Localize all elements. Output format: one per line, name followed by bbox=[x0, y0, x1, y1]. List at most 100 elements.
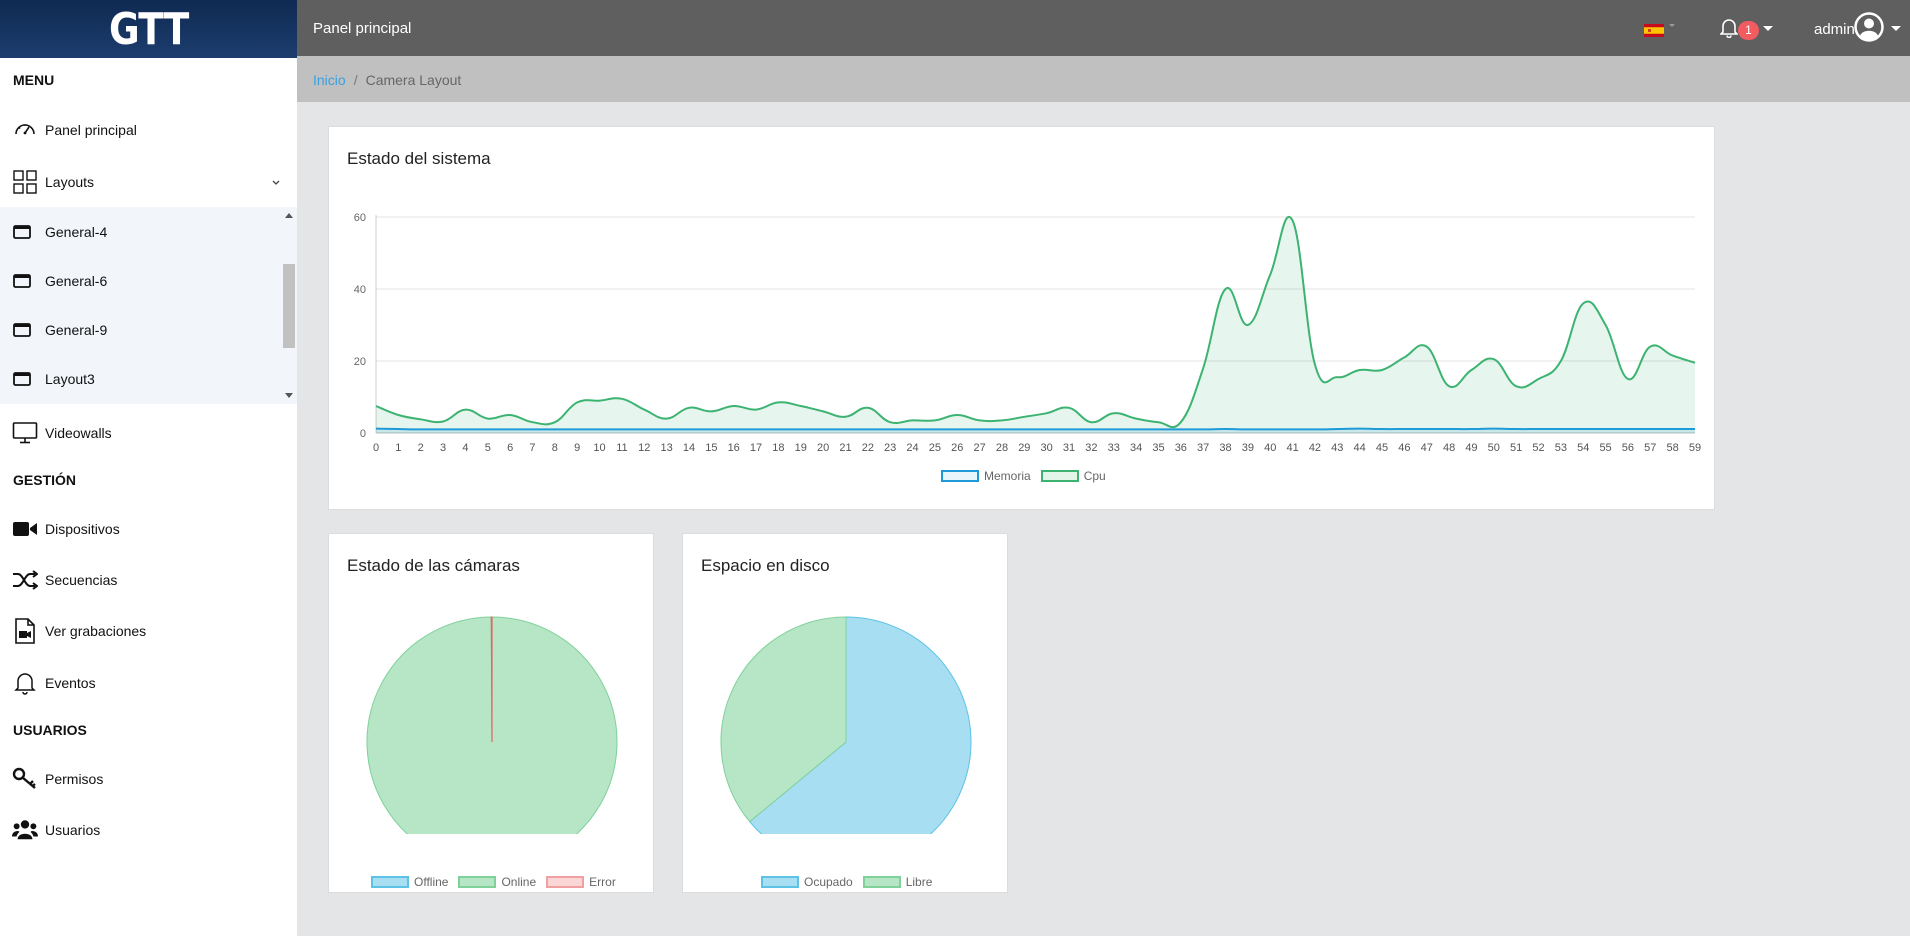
breadcrumb-bar: Inicio / Camera Layout bbox=[297, 56, 1910, 102]
legend-swatch bbox=[458, 876, 497, 888]
x-tick-label: 27 bbox=[973, 442, 985, 454]
notifications-caret-icon[interactable] bbox=[1763, 26, 1773, 31]
scroll-down-arrow[interactable] bbox=[285, 393, 293, 398]
monitor-icon bbox=[12, 420, 38, 446]
logo[interactable]: GTT bbox=[0, 0, 297, 58]
x-tick-label: 37 bbox=[1197, 442, 1209, 454]
submenu-item[interactable]: General-4 bbox=[0, 212, 280, 252]
x-tick-label: 38 bbox=[1219, 442, 1231, 454]
x-tick-label: 40 bbox=[1264, 442, 1276, 454]
x-tick-label: 9 bbox=[574, 442, 580, 454]
x-tick-label: 49 bbox=[1465, 442, 1477, 454]
legend-swatch bbox=[761, 876, 799, 888]
section-menu: MENU bbox=[13, 72, 55, 88]
sidebar-item-videowalls[interactable]: Videowalls bbox=[0, 413, 297, 453]
top-bar: Panel principal 1 admin bbox=[297, 0, 1910, 56]
legend-label: Offline bbox=[414, 875, 449, 889]
user-menu-caret-icon[interactable] bbox=[1891, 26, 1901, 31]
x-tick-label: 26 bbox=[951, 442, 963, 454]
user-name[interactable]: admin bbox=[1814, 21, 1855, 38]
x-tick-label: 34 bbox=[1130, 442, 1142, 454]
breadcrumb-home-link[interactable]: Inicio bbox=[313, 72, 346, 88]
x-tick-label: 52 bbox=[1532, 442, 1544, 454]
notifications-bell-icon[interactable] bbox=[1719, 18, 1739, 43]
chevron-down-icon[interactable] bbox=[271, 174, 281, 192]
x-tick-label: 4 bbox=[462, 442, 468, 454]
sidebar: GTT MENU Panel principal Layouts General… bbox=[0, 0, 297, 936]
x-tick-label: 51 bbox=[1510, 442, 1522, 454]
x-tick-label: 16 bbox=[728, 442, 740, 454]
sidebar-item-layouts[interactable]: Layouts bbox=[0, 162, 297, 202]
legend-item-libre[interactable]: Libre bbox=[862, 875, 933, 889]
x-tick-label: 3 bbox=[440, 442, 446, 454]
x-tick-label: 2 bbox=[418, 442, 424, 454]
y-tick-label: 60 bbox=[354, 212, 366, 224]
x-tick-label: 8 bbox=[552, 442, 558, 454]
x-tick-label: 30 bbox=[1041, 442, 1053, 454]
submenu-label: General-6 bbox=[45, 273, 108, 289]
page-title: Panel principal bbox=[313, 20, 412, 37]
sidebar-item-usuarios[interactable]: Usuarios bbox=[0, 810, 297, 850]
submenu-item[interactable]: Layout3 bbox=[0, 359, 280, 399]
cameras-pie-chart bbox=[366, 616, 618, 834]
legend-item-online[interactable]: Online bbox=[458, 875, 536, 889]
x-tick-label: 7 bbox=[529, 442, 535, 454]
pie-slice[interactable] bbox=[366, 616, 618, 834]
submenu-scrollbar[interactable] bbox=[281, 207, 297, 404]
x-tick-label: 47 bbox=[1421, 442, 1433, 454]
shuffle-icon bbox=[12, 567, 38, 593]
sidebar-item-secuencias[interactable]: Secuencias bbox=[0, 560, 297, 600]
legend-label: Online bbox=[501, 875, 537, 889]
x-tick-label: 28 bbox=[996, 442, 1008, 454]
window-icon bbox=[13, 371, 35, 387]
x-tick-label: 5 bbox=[485, 442, 491, 454]
spain-flag-icon[interactable] bbox=[1644, 24, 1664, 37]
legend-label: Ocupado bbox=[804, 875, 853, 889]
pie-slice[interactable] bbox=[720, 616, 847, 823]
legend-item-memoria[interactable]: Memoria bbox=[941, 469, 1031, 483]
sidebar-item-panel[interactable]: Panel principal bbox=[0, 110, 297, 150]
sidebar-item-label: Permisos bbox=[45, 771, 104, 787]
sidebar-item-label: Dispositivos bbox=[45, 521, 120, 537]
sidebar-item-permisos[interactable]: Permisos bbox=[0, 759, 297, 799]
legend-item-cpu[interactable]: Cpu bbox=[1040, 469, 1106, 483]
pie-slice[interactable] bbox=[748, 616, 972, 834]
window-icon bbox=[13, 224, 35, 240]
x-tick-label: 19 bbox=[795, 442, 807, 454]
gauge-icon bbox=[12, 117, 38, 143]
section-gestion: GESTIÓN bbox=[13, 472, 77, 488]
x-tick-label: 17 bbox=[750, 442, 762, 454]
x-tick-label: 23 bbox=[884, 442, 896, 454]
x-tick-label: 55 bbox=[1599, 442, 1611, 454]
legend-label: Libre bbox=[905, 875, 933, 889]
user-avatar-icon[interactable] bbox=[1854, 12, 1884, 47]
x-tick-label: 48 bbox=[1443, 442, 1455, 454]
language-caret-icon[interactable] bbox=[1669, 24, 1675, 27]
sidebar-item-label: Layouts bbox=[45, 174, 95, 190]
notification-badge[interactable]: 1 bbox=[1738, 21, 1759, 40]
legend-label: Memoria bbox=[984, 469, 1031, 483]
chart-legend: Ocupado Libre bbox=[761, 875, 942, 889]
x-tick-label: 59 bbox=[1689, 442, 1701, 454]
legend-item-ocupado[interactable]: Ocupado bbox=[761, 875, 853, 889]
x-tick-label: 35 bbox=[1152, 442, 1164, 454]
legend-item-error[interactable]: Error bbox=[546, 875, 616, 889]
y-tick-label: 0 bbox=[360, 428, 366, 440]
sidebar-item-grabaciones[interactable]: Ver grabaciones bbox=[0, 611, 297, 651]
sidebar-item-dispositivos[interactable]: Dispositivos bbox=[0, 509, 297, 549]
x-tick-label: 21 bbox=[839, 442, 851, 454]
submenu-item[interactable]: General-6 bbox=[0, 261, 280, 301]
scrollbar-thumb[interactable] bbox=[283, 264, 295, 348]
sidebar-item-label: Videowalls bbox=[45, 425, 112, 441]
scroll-up-arrow[interactable] bbox=[285, 213, 293, 218]
x-tick-label: 45 bbox=[1376, 442, 1388, 454]
bell-icon bbox=[12, 670, 38, 696]
submenu-item[interactable]: General-9 bbox=[0, 310, 280, 350]
x-tick-label: 56 bbox=[1622, 442, 1634, 454]
legend-swatch bbox=[546, 876, 585, 888]
sidebar-item-eventos[interactable]: Eventos bbox=[0, 663, 297, 703]
x-tick-label: 24 bbox=[906, 442, 918, 454]
legend-item-offline[interactable]: Offline bbox=[371, 875, 448, 889]
x-tick-label: 42 bbox=[1309, 442, 1321, 454]
layouts-submenu: General-4 General-6 General-9 Layout3 bbox=[0, 207, 297, 404]
